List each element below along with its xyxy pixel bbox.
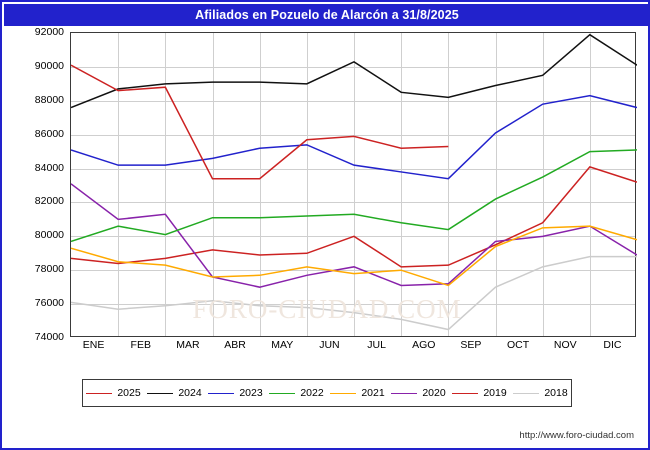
- legend-label: 2025: [117, 387, 141, 399]
- series-line-2022: [70, 149, 638, 243]
- series-line-2023: [70, 94, 638, 180]
- series-line-2025: [70, 64, 449, 180]
- gridline-horizontal: [71, 304, 635, 306]
- legend-item-2019[interactable]: 2019: [452, 387, 507, 399]
- gridline-horizontal: [71, 134, 635, 136]
- y-tick-label: 92000: [34, 26, 64, 38]
- legend-label: 2024: [178, 387, 202, 399]
- y-tick-label: 78000: [34, 263, 64, 276]
- series-line-2018: [70, 255, 637, 331]
- y-axis-labels: 74000 76000 78000 80000 82000 84000 86000 88000…: [2, 26, 68, 343]
- y-tick-label: 84000: [34, 161, 64, 174]
- legend-swatch: [147, 392, 174, 394]
- legend-item-2018[interactable]: 2018: [513, 387, 568, 399]
- x-tick-label: AGO: [412, 339, 436, 351]
- series-line-2020: [70, 183, 638, 288]
- y-tick-label: 86000: [34, 127, 64, 140]
- legend-swatch: [269, 392, 296, 394]
- y-tick-label: 88000: [34, 93, 64, 106]
- gridline-horizontal: [71, 202, 635, 204]
- legend-swatch: [391, 392, 418, 394]
- gridline-vertical: [589, 33, 591, 336]
- legend-swatch: [330, 392, 357, 394]
- series-line-2021: [70, 225, 638, 287]
- y-tick-label: 80000: [34, 229, 64, 242]
- x-tick-label: MAY: [271, 339, 294, 351]
- gridline-vertical: [542, 33, 544, 336]
- x-tick-label: OCT: [506, 339, 530, 351]
- gridline-vertical: [306, 33, 308, 336]
- x-tick-label: JUN: [319, 339, 340, 351]
- legend-label: 2020: [422, 387, 446, 399]
- chart-legend: 2025 2024 2023 2022 2021 2020 2019 2018: [82, 379, 572, 407]
- x-tick-label: DIC: [603, 339, 622, 351]
- legend-item-2020[interactable]: 2020: [391, 387, 446, 399]
- chart-title: Afiliados en Pozuelo de Alarcón a 31/8/2…: [4, 4, 650, 26]
- plot-area: [70, 32, 638, 337]
- gridline-horizontal: [71, 100, 635, 102]
- legend-swatch: [86, 392, 113, 394]
- y-tick-label: 82000: [34, 195, 64, 208]
- x-tick-label: ENE: [82, 339, 105, 351]
- legend-label: 2019: [483, 387, 507, 399]
- legend-label: 2022: [300, 387, 324, 399]
- y-tick-label: 90000: [34, 59, 64, 72]
- legend-swatch: [452, 392, 479, 394]
- series-line-2019: [70, 165, 638, 268]
- x-tick-label: MAR: [176, 339, 200, 351]
- legend-item-2022[interactable]: 2022: [269, 387, 324, 399]
- x-tick-label: JUL: [367, 339, 386, 351]
- gridline-vertical: [354, 33, 355, 336]
- x-axis-labels: ENE FEB MAR ABR MAY JUN JUL AGO SEP OCT NOV DIC: [70, 339, 636, 355]
- legend-swatch: [208, 392, 235, 394]
- gridline-vertical: [118, 33, 120, 336]
- gridline-vertical: [401, 33, 403, 336]
- chart-svg: [70, 33, 638, 331]
- legend-item-2021[interactable]: 2021: [330, 387, 385, 399]
- x-tick-label: NOV: [553, 339, 577, 351]
- legend-label: 2023: [239, 387, 263, 399]
- gridline-horizontal: [71, 270, 635, 272]
- gridline-vertical: [495, 33, 497, 336]
- x-tick-label: ABR: [224, 339, 246, 351]
- source-url: http://www.foro-ciudad.com: [519, 430, 634, 441]
- x-tick-label: SEP: [460, 339, 482, 351]
- legend-swatch: [513, 392, 540, 394]
- series-line-2024: [70, 33, 638, 109]
- y-tick-label: 74000: [34, 331, 64, 343]
- gridline-horizontal: [71, 168, 635, 170]
- legend-label: 2021: [361, 387, 385, 399]
- legend-item-2025[interactable]: 2025: [86, 387, 141, 399]
- legend-item-2023[interactable]: 2023: [208, 387, 263, 399]
- gridline-horizontal: [71, 66, 635, 68]
- gridline-vertical: [259, 33, 261, 336]
- gridline-vertical: [165, 33, 167, 336]
- x-tick-label: FEB: [130, 339, 151, 351]
- gridline-vertical: [448, 33, 450, 336]
- legend-item-2024[interactable]: 2024: [147, 387, 202, 399]
- legend-label: 2018: [544, 387, 568, 399]
- gridline-vertical: [212, 33, 214, 336]
- y-tick-label: 76000: [34, 297, 64, 310]
- series-lines: [70, 33, 638, 336]
